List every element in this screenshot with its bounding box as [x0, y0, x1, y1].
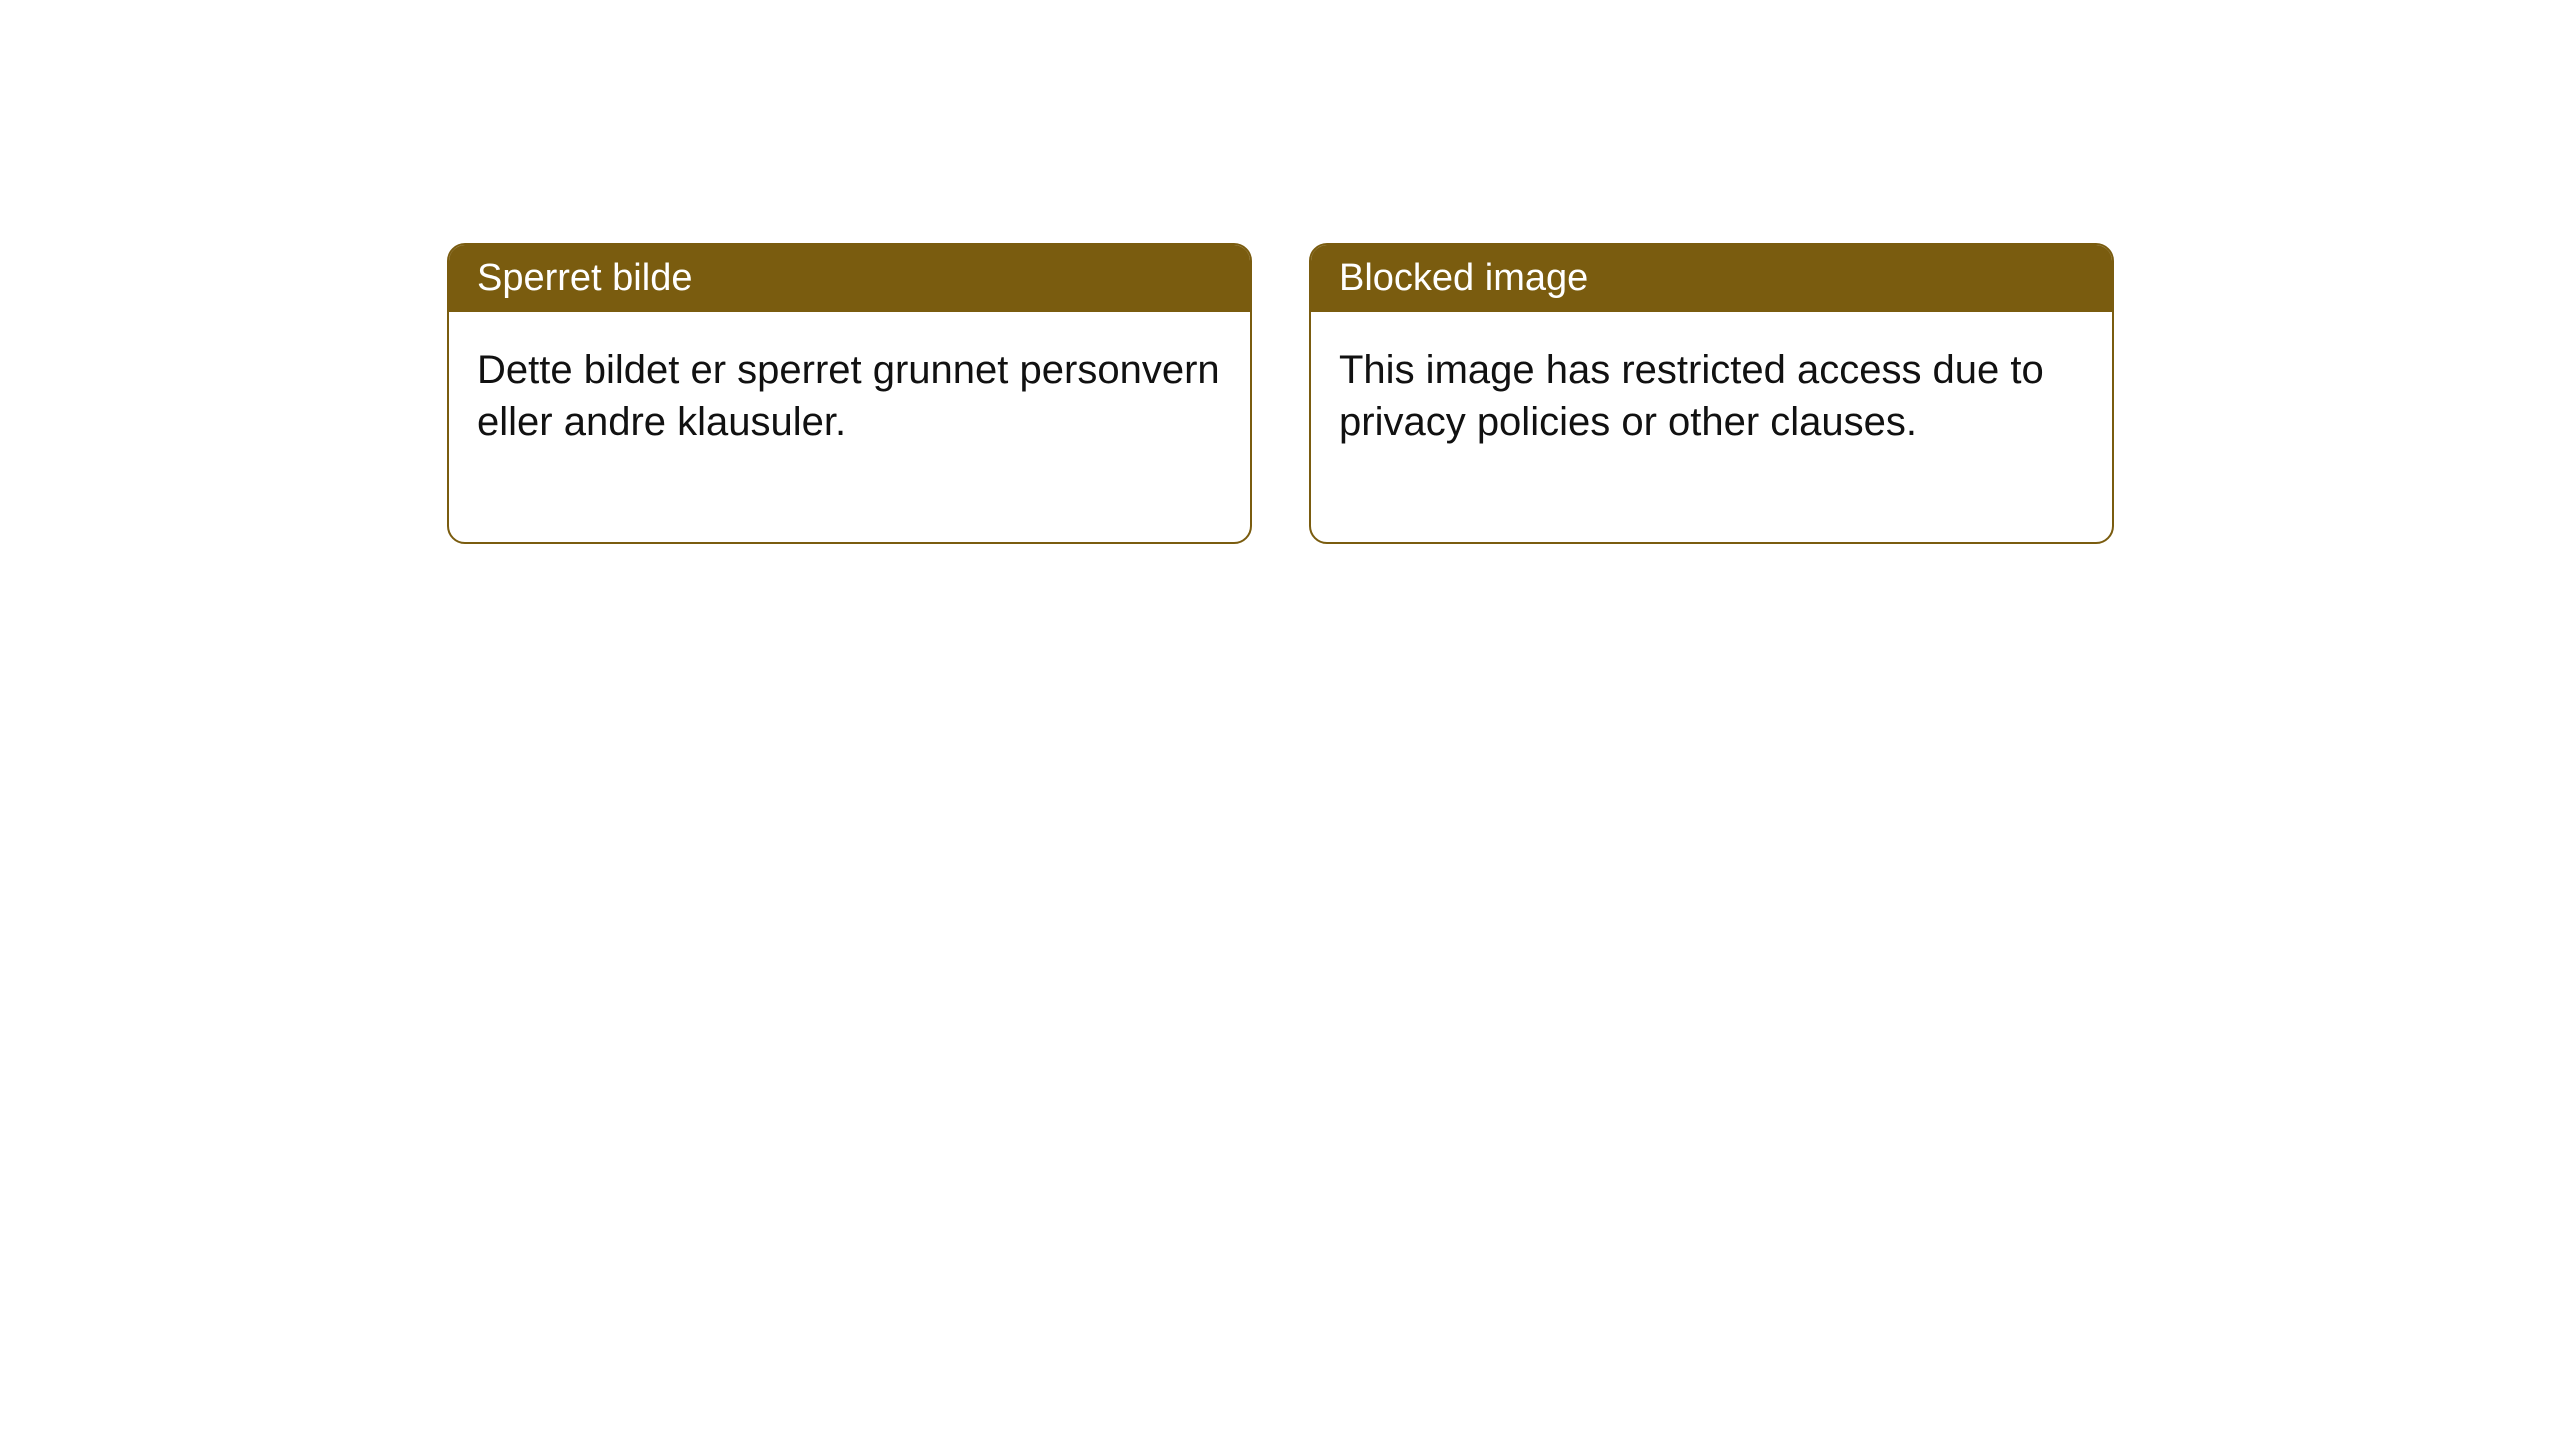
- notice-title: Blocked image: [1311, 245, 2112, 312]
- notice-card-norwegian: Sperret bilde Dette bildet er sperret gr…: [447, 243, 1252, 544]
- notice-body: Dette bildet er sperret grunnet personve…: [449, 312, 1250, 542]
- notice-body: This image has restricted access due to …: [1311, 312, 2112, 542]
- notice-title: Sperret bilde: [449, 245, 1250, 312]
- notices-row: Sperret bilde Dette bildet er sperret gr…: [0, 0, 2560, 544]
- notice-card-english: Blocked image This image has restricted …: [1309, 243, 2114, 544]
